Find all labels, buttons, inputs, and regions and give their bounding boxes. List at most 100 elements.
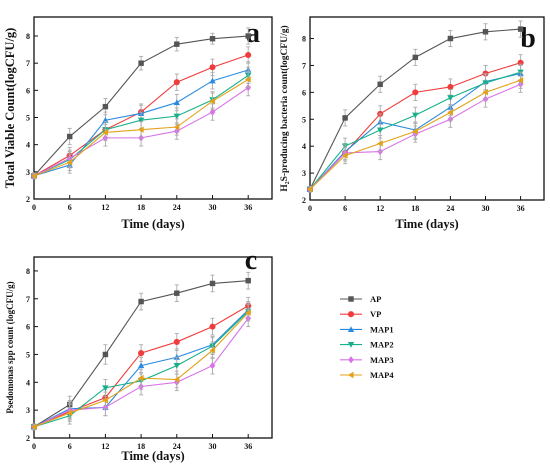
x-tick-label: 30: [482, 204, 490, 213]
x-tick-label: 6: [68, 442, 72, 451]
legend-item-map3: MAP3: [340, 355, 394, 365]
x-tick-label: 6: [343, 204, 347, 213]
x-tick-label: 30: [209, 442, 217, 451]
point-marker: [174, 41, 179, 46]
x-axis: 0 6 12 18 24 30 36: [308, 196, 525, 213]
point-marker: [245, 278, 250, 283]
x-axis-title: Time (days): [395, 217, 458, 231]
y-tick-label: 6: [302, 88, 306, 97]
x-tick-label: 12: [376, 204, 384, 213]
legend-item-ap: AP: [340, 294, 381, 304]
point-marker: [412, 113, 418, 119]
legend-label: MAP2: [370, 340, 394, 350]
x-axis-title: Time (days): [121, 217, 184, 231]
y-axis: 2 3 4 5 6 7 8: [26, 267, 38, 443]
x-axis: 0 6 12 18 24 30 36: [32, 195, 252, 212]
x-tick-label: 36: [244, 203, 252, 212]
x-tick-label: 12: [101, 203, 109, 212]
y-tick-label: 5: [302, 115, 306, 124]
y-axis-title: Total Viable Count(logCFU/g): [3, 28, 17, 189]
y-tick-label: 6: [26, 323, 30, 332]
y-axis-title: Psedomonas spp count (logCFU/g): [5, 281, 15, 413]
legend-item-map1: MAP1: [340, 324, 394, 334]
x-axis-title: Time (days): [121, 449, 184, 463]
point-marker: [377, 82, 382, 87]
chart-panel-c: 0 6 12 18 24 30 362345678Time (days)Psedomonas…: [5, 245, 272, 463]
point-marker: [103, 104, 108, 109]
legend: AP VP MAP1 MAP2 MAP3 MAP4: [340, 294, 394, 380]
x-tick-label: 24: [446, 204, 454, 213]
y-tick-label: 7: [302, 61, 306, 70]
plot-frame: [310, 17, 544, 200]
series-map4: [31, 71, 251, 179]
chart-panel-b: 0 6 12 18 24 30 36 2 3 4 5 6 7 8 Time (days) H₂S-produc…: [279, 17, 544, 231]
point-marker: [342, 115, 347, 120]
point-marker: [413, 55, 418, 60]
panel-label: c: [245, 245, 257, 276]
legend-item-vp: VP: [340, 309, 381, 319]
y-tick-label: 2: [26, 434, 30, 443]
x-tick-label: 36: [244, 442, 252, 451]
point-marker: [138, 299, 143, 304]
point-marker: [138, 350, 144, 356]
point-marker: [447, 84, 453, 90]
x-tick-label: 0: [32, 203, 36, 212]
point-marker: [209, 64, 215, 70]
point-marker: [412, 89, 418, 95]
x-tick-label: 36: [517, 204, 525, 213]
point-marker: [377, 127, 383, 133]
point-marker: [348, 296, 353, 301]
point-marker: [210, 281, 215, 286]
point-marker: [174, 363, 180, 369]
legend-item-map4: MAP4: [340, 370, 394, 380]
y-tick-label: 7: [26, 59, 30, 68]
point-marker: [348, 372, 354, 378]
y-tick-label: 4: [302, 142, 306, 151]
x-tick-label: 30: [209, 203, 217, 212]
legend-label: MAP4: [370, 370, 394, 380]
x-tick-label: 0: [308, 204, 312, 213]
y-tick-label: 8: [302, 35, 306, 44]
point-marker: [174, 290, 179, 295]
x-tick-label: 12: [101, 442, 109, 451]
y-axis-title: H₂S-producing bacteria count(logCFU/g): [279, 25, 290, 191]
point-marker: [174, 339, 180, 345]
point-marker: [518, 26, 523, 31]
x-tick-label: 6: [68, 203, 72, 212]
y-tick-label: 6: [26, 86, 30, 95]
point-marker: [103, 352, 108, 357]
legend-label: MAP1: [370, 324, 394, 334]
y-tick-label: 3: [26, 406, 30, 415]
series-ap: [307, 21, 523, 192]
series-ap: [31, 28, 251, 179]
point-marker: [348, 311, 354, 317]
chart-panel-a: 0 6 12 18 24 30 36 2 3 4 5 6 7 8 Time (days) Total Viab…: [3, 17, 272, 231]
point-marker: [245, 52, 251, 58]
legend-item-map2: MAP2: [340, 340, 394, 350]
x-tick-label: 24: [173, 203, 181, 212]
y-tick-label: 4: [26, 378, 30, 387]
x-tick-label: 18: [137, 203, 145, 212]
point-marker: [209, 324, 215, 330]
legend-label: MAP3: [370, 355, 394, 365]
x-tick-label: 0: [32, 442, 36, 451]
point-marker: [483, 29, 488, 34]
point-marker: [67, 134, 72, 139]
y-tick-label: 2: [302, 196, 306, 205]
point-marker: [448, 36, 453, 41]
point-marker: [174, 79, 180, 85]
legend-label: VP: [370, 309, 381, 319]
y-tick-label: 3: [26, 168, 30, 177]
y-tick-label: 4: [26, 141, 30, 150]
point-marker: [348, 356, 354, 363]
y-tick-label: 5: [26, 114, 30, 123]
y-tick-label: 8: [26, 32, 30, 41]
point-marker: [138, 60, 143, 65]
y-tick-label: 8: [26, 267, 30, 276]
x-tick-label: 18: [411, 204, 419, 213]
point-marker: [447, 95, 453, 101]
y-axis: 2 3 4 5 6 7 8: [302, 35, 314, 205]
legend-label: AP: [370, 294, 381, 304]
point-marker: [210, 36, 215, 41]
